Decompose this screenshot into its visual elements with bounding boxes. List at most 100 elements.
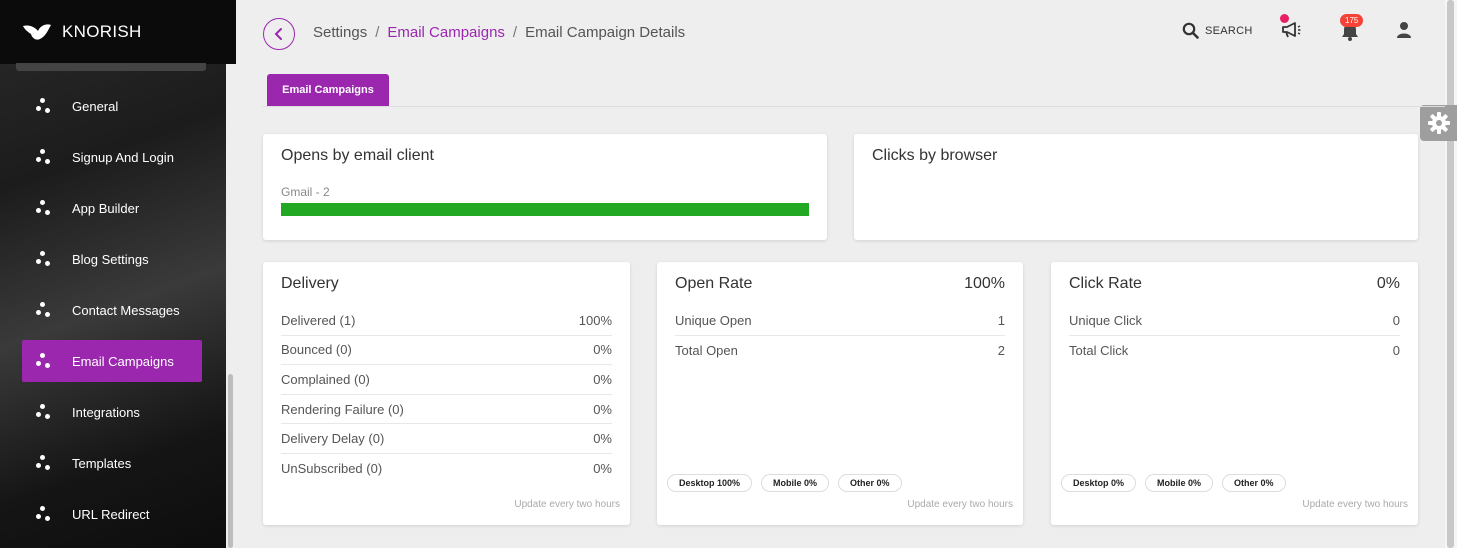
row-label: Unique Click xyxy=(1069,312,1142,328)
breadcrumb-settings[interactable]: Settings xyxy=(313,24,368,41)
knorish-logo-icon xyxy=(23,24,51,40)
sidebar-item-label: Integrations xyxy=(72,404,140,420)
open-rate-value: 100% xyxy=(964,275,1005,292)
card-title: Click Rate xyxy=(1069,275,1142,292)
menu-dots-icon xyxy=(36,251,52,267)
table-row: Delivery Delay (0) 0% xyxy=(281,424,612,454)
row-label: Delivered (1) xyxy=(281,312,356,328)
chip-mobile: Mobile 0% xyxy=(1145,474,1214,492)
sidebar-item-label: App Builder xyxy=(72,200,140,216)
row-value: 0% xyxy=(593,431,612,447)
table-row: Total Open 2 xyxy=(675,336,1005,366)
menu-dots-icon xyxy=(36,455,52,471)
back-button[interactable] xyxy=(263,18,295,50)
chip-desktop: Desktop 100% xyxy=(667,474,753,492)
sidebar: KNORISH General Signup And Login App Bui… xyxy=(0,0,236,548)
search-label: SEARCH xyxy=(1205,24,1253,37)
sidebar-item-blog-settings[interactable]: Blog Settings xyxy=(22,238,202,280)
menu-dots-icon xyxy=(36,149,52,165)
sidebar-item-contact-messages[interactable]: Contact Messages xyxy=(22,289,202,331)
row-value: 1 xyxy=(997,312,1005,328)
sidebar-item-integrations[interactable]: Integrations xyxy=(22,391,202,433)
card-title: Delivery xyxy=(281,275,339,292)
card-title: Clicks by browser xyxy=(872,147,998,164)
table-row: Delivered (1) 100% xyxy=(281,306,612,336)
breadcrumb-separator: / xyxy=(375,24,380,41)
menu-dots-icon xyxy=(36,200,52,216)
breadcrumb-email-campaigns[interactable]: Email Campaigns xyxy=(387,24,505,41)
page-scrollbar-thumb[interactable] xyxy=(1447,0,1454,548)
brand-name: KNORISH xyxy=(62,22,142,41)
breadcrumb: Settings / Email Campaigns / Email Campaign … xyxy=(313,24,685,41)
update-note: Update every two hours xyxy=(514,499,620,510)
sidebar-header-edge xyxy=(16,63,206,71)
bar-label: Gmail - 2 xyxy=(281,185,330,199)
notification-badge: 175 xyxy=(1340,14,1364,27)
update-note: Update every two hours xyxy=(907,499,1013,510)
sidebar-header: KNORISH xyxy=(0,0,236,71)
table-row: Rendering Failure (0) 0% xyxy=(281,395,612,425)
click-rate-rows: Unique Click 0 Total Click 0 xyxy=(1069,306,1400,365)
row-value: 0% xyxy=(593,401,612,417)
search-icon xyxy=(1182,22,1199,39)
sidebar-item-templates[interactable]: Templates xyxy=(22,442,202,484)
sidebar-item-label: Signup And Login xyxy=(72,149,174,165)
search-button[interactable]: SEARCH xyxy=(1182,22,1253,39)
row-value: 0 xyxy=(1392,312,1400,328)
sidebar-scrollbar-thumb[interactable] xyxy=(228,374,233,548)
table-row: Complained (0) 0% xyxy=(281,365,612,395)
sidebar-item-label: Blog Settings xyxy=(72,251,149,267)
settings-gear-button[interactable] xyxy=(1420,105,1457,141)
row-value: 2 xyxy=(997,342,1005,358)
menu-dots-icon xyxy=(36,353,52,369)
chip-desktop: Desktop 0% xyxy=(1061,474,1137,492)
menu-dots-icon xyxy=(36,98,52,114)
announcement-dot xyxy=(1280,14,1289,23)
row-label: Unique Open xyxy=(675,312,752,328)
sidebar-scrollbar[interactable] xyxy=(226,64,236,548)
breadcrumb-current: Email Campaign Details xyxy=(525,24,686,41)
gear-icon xyxy=(1427,112,1450,134)
delivery-card: Delivery Delivered (1) 100% Bounced (0) 0%… xyxy=(263,262,630,525)
row-value: 0% xyxy=(593,461,612,477)
user-menu-button[interactable] xyxy=(1396,21,1412,39)
notifications-button[interactable]: 175 xyxy=(1340,14,1364,42)
tab-email-campaigns[interactable]: Email Campaigns xyxy=(267,74,389,106)
row-value: 0% xyxy=(593,371,612,387)
row-label: Rendering Failure (0) xyxy=(281,401,404,417)
sidebar-item-app-builder[interactable]: App Builder xyxy=(22,187,202,229)
sidebar-item-label: Templates xyxy=(72,455,132,471)
sidebar-item-general[interactable]: General xyxy=(22,85,202,127)
bar-fill xyxy=(281,203,809,216)
clicks-by-browser-card: Clicks by browser xyxy=(854,134,1418,240)
announcements-button[interactable] xyxy=(1280,14,1302,40)
sidebar-item-label: Email Campaigns xyxy=(72,353,174,369)
page-scrollbar[interactable] xyxy=(1445,0,1457,548)
menu-dots-icon xyxy=(36,506,52,522)
row-label: UnSubscribed (0) xyxy=(281,461,383,477)
card-title: Opens by email client xyxy=(281,147,434,164)
device-chips: Desktop 0% Mobile 0% Other 0% xyxy=(1061,474,1295,492)
table-row: Unique Click 0 xyxy=(1069,306,1400,336)
sidebar-item-label: URL Redirect xyxy=(72,506,150,522)
breadcrumb-separator: / xyxy=(512,24,518,41)
row-label: Total Open xyxy=(675,342,738,358)
row-value: 0 xyxy=(1392,342,1400,358)
card-title: Open Rate xyxy=(675,275,753,292)
sidebar-item-url-redirect[interactable]: URL Redirect xyxy=(22,493,202,535)
open-rate-rows: Unique Open 1 Total Open 2 xyxy=(675,306,1005,365)
update-note: Update every two hours xyxy=(1302,499,1408,510)
click-rate-value: 0% xyxy=(1376,275,1400,292)
table-row: Total Click 0 xyxy=(1069,336,1400,366)
tab-divider xyxy=(263,106,1445,107)
chip-other: Other 0% xyxy=(838,474,902,492)
opens-by-client-card: Opens by email client Gmail - 2 xyxy=(263,134,827,240)
row-value: 0% xyxy=(593,342,612,358)
sidebar-item-label: Contact Messages xyxy=(72,302,180,318)
sidebar-item-signup-and-login[interactable]: Signup And Login xyxy=(22,136,202,178)
chevron-left-icon xyxy=(274,28,282,40)
sidebar-item-label: General xyxy=(72,98,119,114)
open-rate-card: Open Rate 100% Unique Open 1 Total Open 2 … xyxy=(657,262,1023,525)
menu-dots-icon xyxy=(36,404,52,420)
sidebar-item-email-campaigns[interactable]: Email Campaigns xyxy=(22,340,202,382)
